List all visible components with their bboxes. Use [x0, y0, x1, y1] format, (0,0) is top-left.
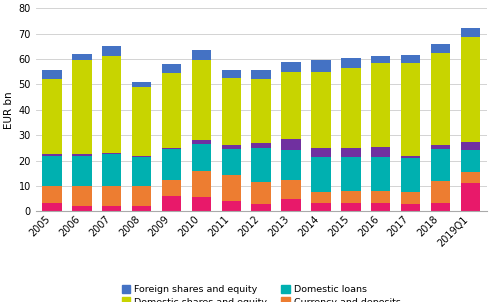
Bar	[401, 63, 420, 156]
Bar	[72, 54, 92, 60]
Bar	[221, 78, 241, 145]
Bar	[251, 79, 271, 143]
Bar	[311, 203, 330, 211]
Bar	[461, 172, 480, 183]
Bar	[371, 157, 390, 191]
Bar	[371, 56, 390, 63]
Bar	[72, 156, 92, 186]
Bar	[191, 144, 211, 171]
Bar	[42, 186, 62, 203]
Bar	[191, 50, 211, 60]
Bar	[42, 79, 62, 154]
Bar	[461, 28, 480, 37]
Bar	[341, 157, 360, 191]
Bar	[42, 70, 62, 79]
Bar	[72, 186, 92, 206]
Bar	[251, 204, 271, 211]
Bar	[162, 148, 181, 149]
Bar	[311, 192, 330, 203]
Y-axis label: EUR bn: EUR bn	[4, 91, 14, 129]
Bar	[431, 181, 450, 203]
Bar	[281, 180, 301, 199]
Bar	[132, 82, 151, 87]
Bar	[251, 143, 271, 148]
Bar	[431, 149, 450, 181]
Bar	[341, 191, 360, 203]
Bar	[102, 206, 121, 211]
Bar	[371, 63, 390, 146]
Bar	[102, 153, 121, 154]
Bar	[102, 56, 121, 153]
Bar	[132, 156, 151, 157]
Bar	[72, 206, 92, 211]
Bar	[221, 201, 241, 211]
Bar	[401, 158, 420, 192]
Bar	[221, 145, 241, 149]
Bar	[221, 149, 241, 175]
Bar	[341, 68, 360, 148]
Bar	[401, 204, 420, 211]
Bar	[42, 156, 62, 186]
Bar	[191, 171, 211, 198]
Bar	[461, 150, 480, 172]
Bar	[251, 148, 271, 182]
Bar	[311, 157, 330, 192]
Bar	[102, 154, 121, 186]
Bar	[162, 149, 181, 180]
Bar	[102, 46, 121, 56]
Bar	[72, 60, 92, 154]
Bar	[401, 192, 420, 204]
Bar	[341, 203, 360, 211]
Bar	[461, 183, 480, 211]
Bar	[311, 148, 330, 157]
Bar	[162, 73, 181, 148]
Bar	[251, 182, 271, 204]
Bar	[431, 145, 450, 149]
Bar	[431, 44, 450, 53]
Bar	[42, 154, 62, 156]
Bar	[371, 146, 390, 157]
Bar	[191, 60, 211, 140]
Bar	[311, 60, 330, 72]
Bar	[431, 203, 450, 211]
Bar	[311, 72, 330, 148]
Bar	[132, 186, 151, 206]
Legend: Foreign shares and equity, Domestic shares and equity, Foreign loans, Domestic l: Foreign shares and equity, Domestic shar…	[118, 281, 404, 302]
Bar	[221, 70, 241, 78]
Bar	[72, 154, 92, 156]
Bar	[281, 62, 301, 72]
Bar	[221, 175, 241, 201]
Bar	[371, 191, 390, 203]
Bar	[281, 72, 301, 139]
Bar	[162, 180, 181, 196]
Bar	[191, 140, 211, 144]
Bar	[102, 186, 121, 206]
Bar	[42, 203, 62, 211]
Bar	[132, 87, 151, 156]
Bar	[461, 37, 480, 142]
Bar	[132, 206, 151, 211]
Bar	[401, 156, 420, 158]
Bar	[132, 157, 151, 186]
Bar	[401, 55, 420, 63]
Bar	[162, 196, 181, 211]
Bar	[341, 148, 360, 157]
Bar	[281, 199, 301, 211]
Bar	[281, 150, 301, 180]
Bar	[191, 198, 211, 211]
Bar	[371, 203, 390, 211]
Bar	[251, 70, 271, 79]
Bar	[431, 53, 450, 145]
Bar	[461, 142, 480, 150]
Bar	[341, 58, 360, 68]
Bar	[281, 139, 301, 150]
Bar	[162, 64, 181, 73]
